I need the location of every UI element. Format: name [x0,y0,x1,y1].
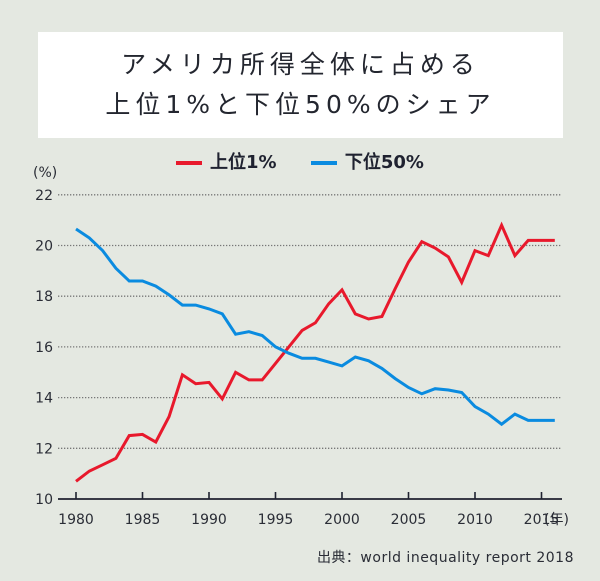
y-tick-label: 14 [35,391,53,407]
legend-item-bottom50: 下位50% [310,148,424,174]
x-tick-label: 2000 [324,512,360,528]
grid [58,194,562,449]
legend-label-bottom50: 下位50% [344,152,424,173]
x-tick-label: 1990 [191,512,227,528]
x-axis: (年) 1980 1985 1990 1995 2000 2005 2010 2015 [58,492,569,528]
chart-title-line-1: アメリカ所得全体に占める [121,50,480,79]
legend-swatch-top1 [176,161,203,165]
y-axis: (%) 10 12 14 16 18 20 22 [33,165,57,508]
series-lines [75,221,555,483]
x-tick-label: 2015 [524,512,560,528]
x-tick-label: 1995 [258,512,294,528]
y-tick-label: 20 [35,239,53,255]
x-tick-label: 1980 [58,512,94,528]
y-tick-label: 12 [35,441,53,457]
y-tick-label: 22 [35,188,53,204]
series-line-top1 [75,221,555,483]
legend-swatch-bottom50 [310,161,337,165]
x-axis-unit-label: (年) [544,512,569,528]
y-tick-label: 18 [35,289,53,305]
chart-title-line-2: 上位1%と下位50%のシェア [105,90,496,119]
series-line-bottom50 [75,227,555,427]
legend-item-top1: 上位1% [176,148,277,174]
y-tick-label: 16 [35,340,53,356]
x-tick-label: 2005 [391,512,427,528]
x-tick-label: 1985 [125,512,161,528]
x-tick-label: 2010 [457,512,493,528]
title-box: アメリカ所得全体に占める 上位1%と下位50%のシェア [38,32,563,138]
legend: 上位1% 下位50% [0,148,600,174]
y-axis-unit-label: (%) [33,165,57,181]
source-note: 出典：world inequality report 2018 [316,550,574,566]
legend-label-top1: 上位1% [210,152,277,173]
y-tick-label: 10 [35,492,53,508]
